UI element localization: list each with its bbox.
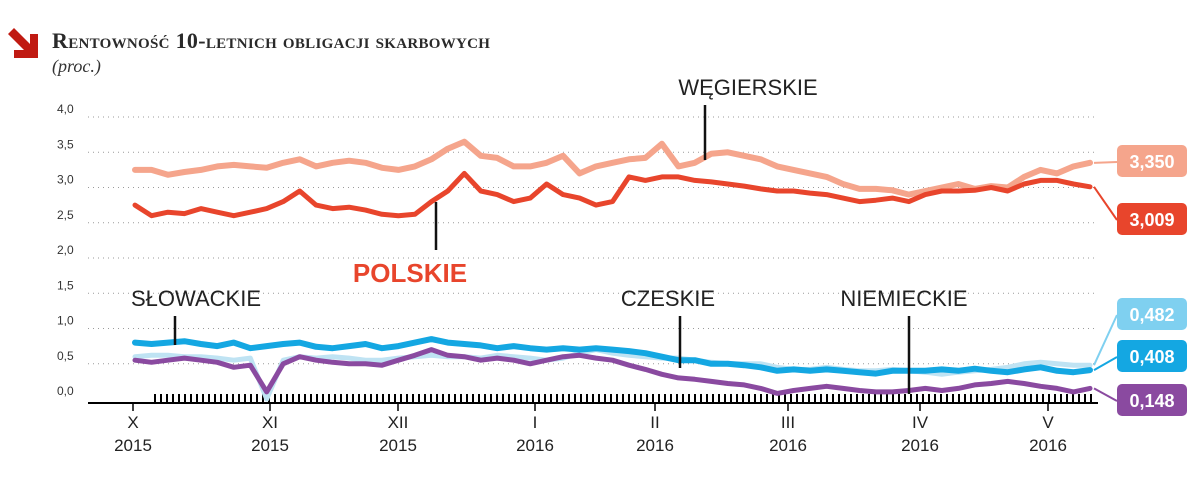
x-tick-month: XII [388, 413, 409, 432]
end-value-badge [1117, 340, 1187, 372]
badge-connector [1093, 186, 1118, 221]
x-tick-month: XI [262, 413, 278, 432]
end-value-label: 0,482 [1129, 305, 1174, 325]
x-tick-month: IV [912, 413, 929, 432]
end-value-badge [1117, 384, 1187, 416]
series-name-label: POLSKIE [353, 258, 467, 288]
x-tick-year: 2015 [379, 436, 417, 455]
series-line-węgierskie [132, 138, 1093, 198]
y-tick-label: 2,0 [57, 243, 74, 257]
x-tick-year: 2016 [636, 436, 674, 455]
badge-connector [1093, 314, 1118, 366]
x-tick-year: 2016 [1029, 436, 1067, 455]
end-value-badge [1117, 203, 1187, 235]
x-tick-month: X [127, 413, 138, 432]
series-line-polskie [132, 170, 1093, 219]
end-value-label: 0,148 [1129, 391, 1174, 411]
y-tick-label: 4,0 [57, 102, 74, 116]
x-tick-year: 2016 [516, 436, 554, 455]
x-tick-year: 2015 [114, 436, 152, 455]
y-tick-label: 1,5 [57, 278, 74, 292]
x-tick-month: III [781, 413, 795, 432]
y-tick-label: 3,5 [57, 137, 74, 151]
series-line-słowackie [132, 336, 1093, 377]
series-name-label: NIEMIECKIE [840, 286, 967, 311]
x-tick-month: II [650, 413, 659, 432]
end-value-label: 3,350 [1129, 152, 1174, 172]
y-tick-label: 3,0 [57, 173, 74, 187]
y-tick-label: 0,0 [57, 384, 74, 398]
y-tick-label: 0,5 [57, 349, 74, 363]
series-line-niemieckie [132, 347, 1093, 396]
x-tick-year: 2016 [901, 436, 939, 455]
x-tick-month: V [1042, 413, 1054, 432]
x-tick-year: 2015 [251, 436, 289, 455]
chart-title: Rentowność 10-letnich obligacji skarbowy… [52, 28, 491, 53]
end-value-badge [1117, 145, 1187, 177]
series-name-label: SŁOWACKIE [131, 286, 261, 311]
end-value-label: 3,009 [1129, 210, 1174, 230]
x-tick-year: 2016 [769, 436, 807, 455]
series-name-label: WĘGIERSKIE [678, 75, 817, 100]
end-value-badge [1117, 298, 1187, 330]
badge-connector [1093, 387, 1118, 402]
chart-subtitle: (proc.) [52, 56, 101, 76]
badge-connector [1093, 356, 1118, 371]
y-tick-label: 2,5 [57, 208, 74, 222]
x-tick-month: I [533, 413, 538, 432]
y-tick-label: 1,0 [57, 314, 74, 328]
series-name-label: CZESKIE [621, 286, 715, 311]
end-value-label: 0,408 [1129, 347, 1174, 367]
arrow-down-right-icon [8, 28, 38, 58]
badge-connector [1093, 161, 1118, 164]
